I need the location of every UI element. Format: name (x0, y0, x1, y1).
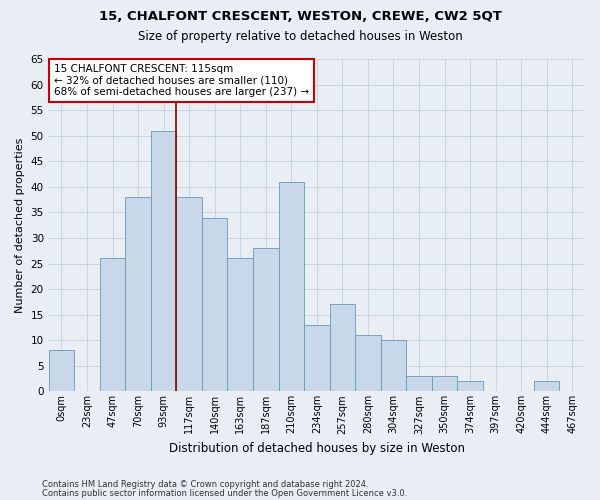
Bar (49, 350, 74, 392)
Bar (534, 381, 559, 392)
Bar (329, 304, 355, 392)
Bar (380, 340, 406, 392)
Text: Contains public sector information licensed under the Open Government Licence v3: Contains public sector information licen… (42, 488, 407, 498)
Bar (457, 381, 483, 392)
Bar (227, 258, 253, 392)
Text: 15, CHALFONT CRESCENT, WESTON, CREWE, CW2 5QT: 15, CHALFONT CRESCENT, WESTON, CREWE, CW… (98, 10, 502, 23)
Bar (355, 335, 380, 392)
Bar (432, 376, 457, 392)
X-axis label: Distribution of detached houses by size in Weston: Distribution of detached houses by size … (169, 442, 465, 455)
Text: Size of property relative to detached houses in Weston: Size of property relative to detached ho… (137, 30, 463, 43)
Bar (125, 197, 151, 392)
Bar (176, 197, 202, 392)
Y-axis label: Number of detached properties: Number of detached properties (15, 138, 25, 313)
Text: Contains HM Land Registry data © Crown copyright and database right 2024.: Contains HM Land Registry data © Crown c… (42, 480, 368, 489)
Bar (202, 218, 227, 392)
Bar (406, 376, 432, 392)
Bar (253, 248, 278, 392)
Text: 15 CHALFONT CRESCENT: 115sqm
← 32% of detached houses are smaller (110)
68% of s: 15 CHALFONT CRESCENT: 115sqm ← 32% of de… (54, 64, 309, 97)
Bar (100, 258, 125, 392)
Bar (151, 130, 176, 392)
Bar (304, 325, 329, 392)
Bar (278, 182, 304, 392)
